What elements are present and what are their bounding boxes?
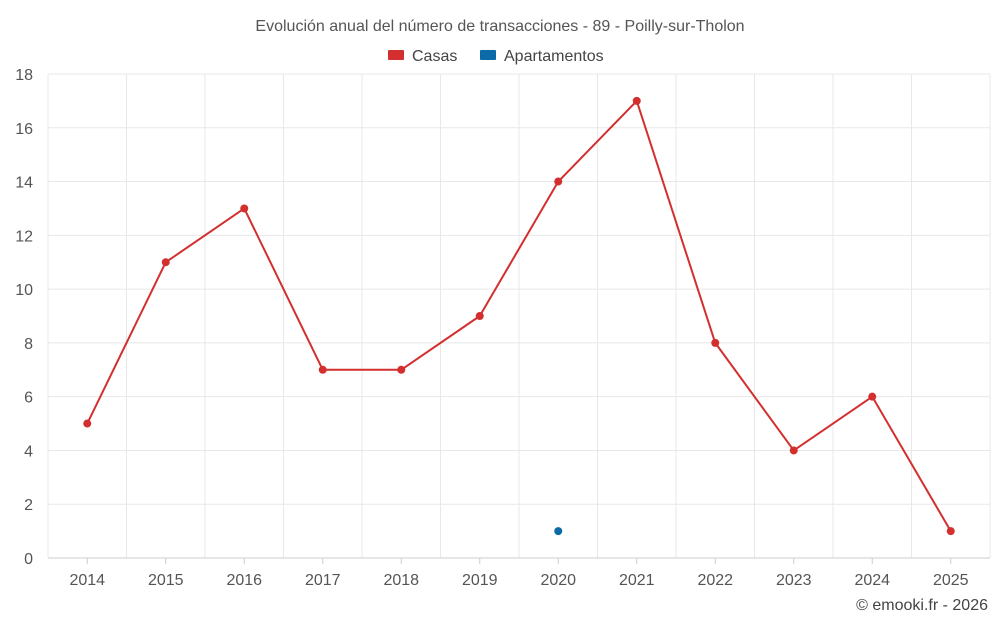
x-tick-label: 2018 xyxy=(383,572,419,589)
x-tick-label: 2025 xyxy=(933,572,969,589)
y-tick-label: 0 xyxy=(24,551,33,568)
x-tick-label: 2021 xyxy=(619,572,655,589)
x-tick-label: 2024 xyxy=(854,572,890,589)
y-tick-label: 10 xyxy=(15,282,33,299)
x-tick-label: 2023 xyxy=(776,572,812,589)
y-tick-label: 16 xyxy=(15,121,33,138)
legend-item-casas[interactable]: Casas xyxy=(388,48,457,65)
credit-text: © emooki.fr - 2026 xyxy=(856,597,988,614)
legend-label: Apartamentos xyxy=(504,48,604,65)
legend-swatch xyxy=(480,50,496,60)
x-tick-label: 2022 xyxy=(697,572,733,589)
y-tick-label: 18 xyxy=(15,67,33,84)
data-point[interactable] xyxy=(397,365,406,374)
x-tick-label: 2016 xyxy=(226,572,262,589)
series-line xyxy=(86,99,952,532)
data-point[interactable] xyxy=(554,527,563,536)
y-tick-label: 8 xyxy=(24,336,33,353)
y-tick-label: 4 xyxy=(24,443,33,460)
data-point[interactable] xyxy=(161,258,170,267)
legend: Casas Apartamentos xyxy=(388,48,604,65)
grid xyxy=(47,73,991,558)
legend-label: Casas xyxy=(412,48,457,65)
series-layer xyxy=(83,96,955,536)
data-point[interactable] xyxy=(868,392,877,401)
x-tick-label: 2014 xyxy=(69,572,105,589)
legend-swatch xyxy=(388,50,404,60)
legend-item-apartamentos[interactable]: Apartamentos xyxy=(480,48,604,65)
chart-title: Evolución anual del número de transaccio… xyxy=(255,18,744,35)
data-point[interactable] xyxy=(554,177,563,186)
y-tick-label: 6 xyxy=(24,390,33,407)
x-tick-label: 2017 xyxy=(305,572,341,589)
data-point[interactable] xyxy=(475,312,484,320)
y-tick-label: 14 xyxy=(15,175,33,192)
data-point[interactable] xyxy=(711,338,720,347)
x-tick-label: 2015 xyxy=(148,572,184,589)
x-tick-label: 2020 xyxy=(540,572,576,589)
data-point[interactable] xyxy=(632,96,641,105)
data-point[interactable] xyxy=(318,365,327,374)
data-point[interactable] xyxy=(240,204,249,213)
series-casas xyxy=(83,96,955,536)
axes: 0 2 4 6 8 10 12 14 16 18 2014 2015 2016 2017 2018 2019 2… xyxy=(15,67,990,589)
x-tick-label: 2019 xyxy=(462,572,498,589)
series-apartamentos xyxy=(554,527,563,536)
y-tick-label: 2 xyxy=(24,497,33,514)
data-point[interactable] xyxy=(946,527,955,536)
data-point[interactable] xyxy=(789,446,798,455)
data-point[interactable] xyxy=(83,419,92,428)
y-tick-label: 12 xyxy=(15,228,33,245)
